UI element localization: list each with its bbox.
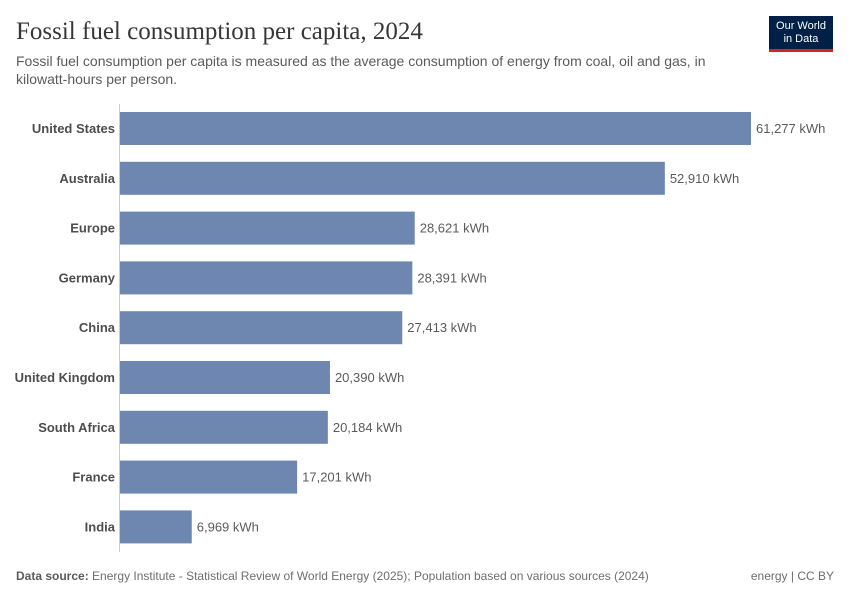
category-label: Germany	[59, 270, 116, 285]
bar[interactable]	[120, 460, 298, 494]
value-label: 28,621 kWh	[420, 221, 489, 236]
category-label: France	[72, 470, 115, 485]
value-label: 61,277 kWh	[756, 121, 825, 136]
logo-line-2: in Data	[783, 33, 819, 45]
value-label: 20,390 kWh	[335, 370, 404, 385]
license-text[interactable]: energy | CC BY	[750, 569, 834, 583]
bar[interactable]	[120, 112, 751, 145]
category-label: Australia	[59, 171, 115, 186]
category-label: China	[79, 320, 116, 335]
value-label: 17,201 kWh	[302, 470, 371, 485]
chart-subtitle: Fossil fuel consumption per capita is me…	[16, 53, 706, 87]
value-label: 28,391 kWh	[417, 270, 486, 285]
bar[interactable]	[120, 361, 330, 394]
value-label: 20,184 kWh	[333, 420, 402, 435]
logo-line-1: Our World	[776, 20, 826, 32]
value-label: 6,969 kWh	[197, 519, 259, 534]
bar-chart: United States 61,277 kWh Australia 52,910 k…	[15, 104, 825, 552]
bar[interactable]	[120, 261, 413, 295]
category-label: South Africa	[38, 420, 116, 435]
category-label: Europe	[70, 221, 115, 236]
source-text: Energy Institute - Statistical Review of…	[92, 569, 649, 583]
value-label: 52,910 kWh	[670, 171, 739, 186]
bar[interactable]	[120, 510, 192, 544]
category-label: United Kingdom	[15, 370, 115, 385]
category-label: India	[85, 519, 116, 534]
bar[interactable]	[120, 211, 415, 245]
value-label: 27,413 kWh	[407, 320, 476, 335]
bar[interactable]	[120, 311, 403, 345]
category-label: United States	[32, 121, 115, 136]
source-label: Data source:	[16, 569, 89, 583]
bar[interactable]	[120, 161, 665, 195]
owid-logo[interactable]: Our World in Data	[769, 16, 833, 52]
bar[interactable]	[120, 410, 328, 444]
footer: Data source: Energy Institute - Statisti…	[16, 569, 834, 583]
chart-title: Fossil fuel consumption per capita, 2024	[16, 18, 423, 45]
